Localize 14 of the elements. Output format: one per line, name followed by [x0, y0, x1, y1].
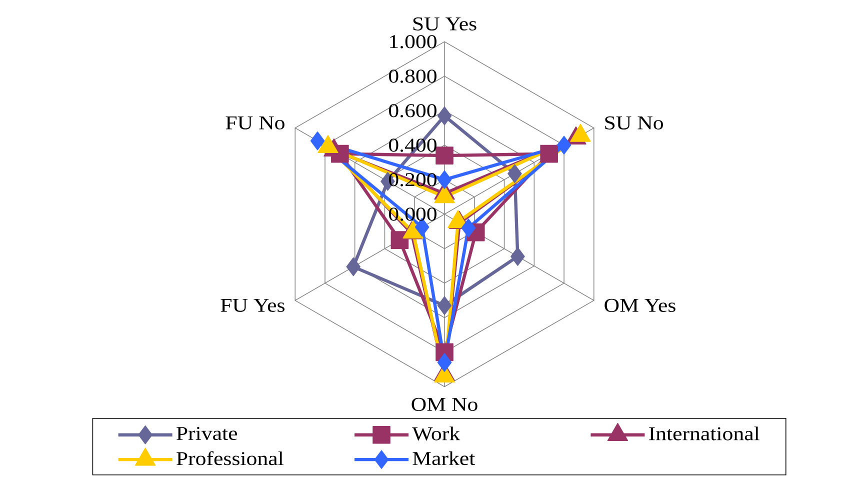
spoke-label: OM No: [412, 398, 478, 411]
spoke-label: FU Yes: [220, 298, 284, 312]
y-tick-label: 1.000: [390, 35, 436, 48]
legend-label: Professional: [176, 451, 284, 466]
legend-label: Work: [412, 426, 460, 440]
spoke-label: OM Yes: [604, 298, 676, 312]
legend-label: Private: [176, 426, 238, 440]
y-tick-label: 0.800: [389, 70, 436, 83]
legend-label: International: [649, 426, 760, 440]
spoke-label: FU No: [226, 116, 284, 130]
spoke-label: SU No: [605, 116, 663, 130]
legend-label: Market: [412, 451, 476, 466]
spoke-label: SU Yes: [413, 17, 476, 30]
y-tick-label: 0.600: [389, 104, 436, 118]
